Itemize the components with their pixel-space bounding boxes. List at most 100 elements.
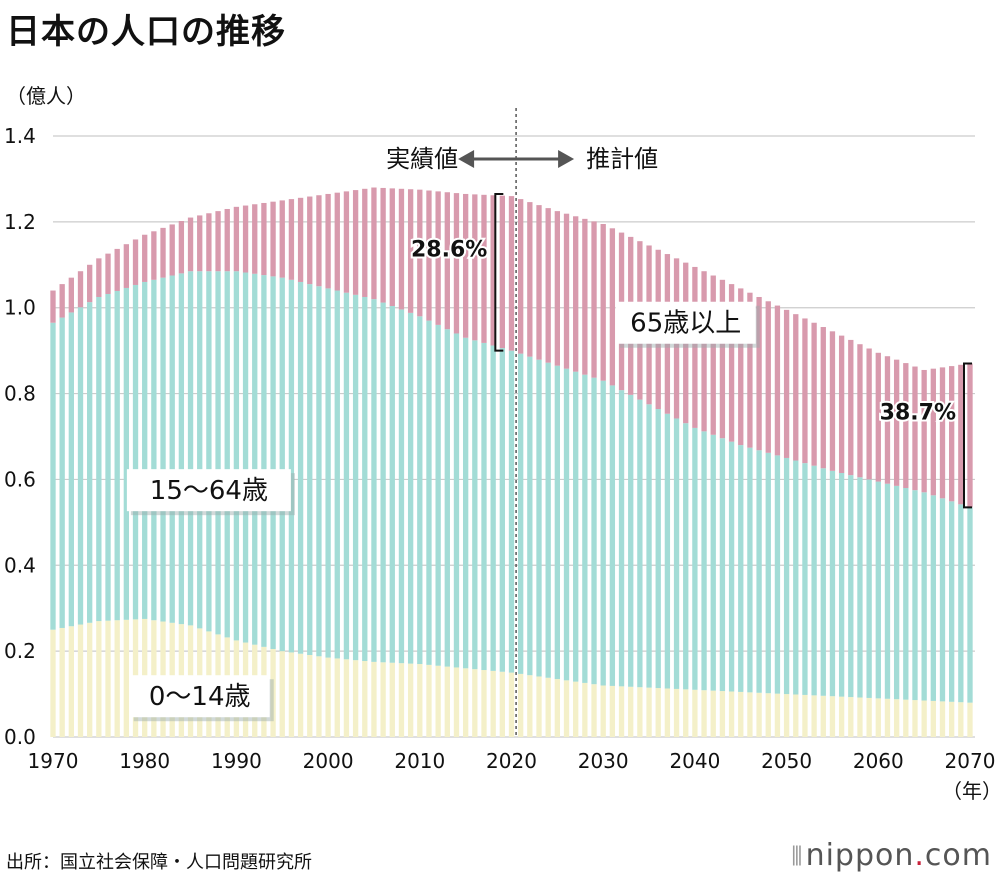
bar-segment [857,344,863,478]
bar-segment [261,275,267,647]
bar-segment [316,195,322,287]
bar-segment [967,702,973,737]
bar-segment [197,215,203,272]
bar-segment [637,399,643,688]
bar-segment [87,622,93,737]
bar-segment [68,277,74,313]
bar-segment [151,231,157,280]
bar-segment [967,507,973,703]
bar-segment [444,666,450,737]
bar-segment [132,239,139,285]
bar-segment [884,483,891,699]
bar-segment [114,620,120,737]
y-tick-label: 1.4 [4,124,36,148]
bar-segment [389,188,395,306]
bar-segment [462,337,469,669]
bar-segment [765,693,771,737]
bar-segment [325,657,331,737]
bar-segment [591,377,597,685]
bar-segment [857,697,863,737]
bar-segment [701,271,707,432]
bar-segment [279,651,285,737]
bar-segment [417,189,423,317]
bar-segment [206,271,212,632]
bar-segment [848,339,854,476]
bar-segment [701,690,707,737]
bar-segment [499,348,505,672]
bar-segment [206,213,212,272]
bar-segment [719,279,726,439]
bar-segment [884,698,891,737]
bar-segment [710,275,716,435]
bar-segment [921,492,927,701]
bar-segment [499,671,505,737]
bar-segment [50,629,56,737]
bar-segment [655,688,661,737]
bar-segment [802,318,808,464]
bar-segment [325,193,331,289]
bar-segment [187,217,194,272]
bar-segment [490,670,496,737]
bar-segment [389,305,395,663]
bar-segment [930,700,936,737]
bar-segment [893,699,900,737]
bar-segment [224,271,230,638]
bar-segment [848,475,854,698]
bar-segment [77,271,84,308]
bar-segment [398,188,405,310]
bar-segment [362,188,368,297]
bar-segment [949,501,955,702]
bar-segment [967,363,973,508]
bar-segment [949,366,955,502]
bar-segment [692,266,698,428]
bar-segment [866,479,872,698]
forecast-label: 推計値 [586,145,658,173]
bar-segment [352,660,359,737]
bar-segment [114,290,120,621]
series-label: 15〜64歳 [150,476,268,506]
bar-segment [169,275,175,623]
bar-segment [343,659,350,737]
bar-segment [829,696,836,737]
bar-segment [426,320,432,665]
bar-segment [958,702,964,737]
bar-segment [582,374,588,683]
bar-segment [921,369,927,493]
bar-segment [783,694,790,737]
bar-segment [77,624,84,737]
x-tick-label: 2020 [486,749,537,773]
bar-segment [609,228,616,386]
bar-segment [407,189,414,313]
bar-segment [490,195,496,346]
share-label: 28.6% [411,237,487,262]
logo-mark-icon: ⦀ [791,842,804,872]
bar-segment [352,294,359,661]
x-tick-label: 2050 [761,749,812,773]
bar-segment [288,279,295,653]
label-box [129,675,270,718]
bar-segment [462,193,469,338]
bar-segment [536,359,542,677]
bar-segment [96,258,102,297]
y-tick-label: 0.2 [4,639,36,663]
bar-segment [242,205,249,273]
bar-segment [343,191,350,293]
y-tick-label: 0.8 [4,382,36,406]
arrow-right-icon [558,150,575,168]
bar-segment [591,221,597,378]
arrow-left-icon [458,150,475,168]
bar-segment [87,302,93,623]
bar-segment [417,316,423,665]
bar-segment [545,362,551,678]
bar-segment [628,394,634,687]
logo-suffix: com [924,838,992,873]
bar-segment [123,287,130,620]
bar-segment [169,224,175,276]
bar-segment [398,309,405,664]
bar-segment [673,418,680,689]
y-tick-label: 1.0 [4,296,36,320]
bar-segment [508,196,515,351]
bar-segment [105,620,111,737]
bar-segment [774,693,781,737]
